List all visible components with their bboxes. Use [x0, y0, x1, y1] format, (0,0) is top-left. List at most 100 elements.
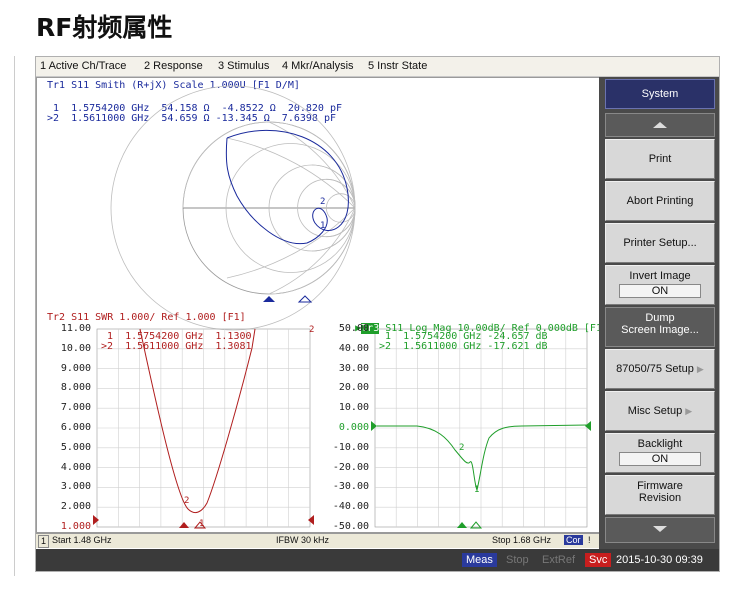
smith-marker-2-readout: >2 1.5611000 GHz 54.659 Ω -13.345 Ω 7.63…	[47, 113, 336, 124]
softkey-std-label: 87050/75 Setup	[616, 363, 694, 375]
analyzer-window: 1 Active Ch/Trace 2 Response 3 Stimulus …	[35, 56, 720, 572]
stop-indicator: Stop	[506, 554, 529, 566]
logmag-marker-2-readout: >2 1.5611000 GHz -17.621 dB	[379, 341, 548, 352]
swr-marker-triangle	[179, 522, 189, 528]
softkey-firmware-revision[interactable]: Firmware Revision	[605, 475, 715, 515]
chevron-right-icon: ▶	[696, 364, 704, 374]
smith-marker-triangle-open	[297, 295, 313, 303]
softkey-backlight-label: Backlight	[637, 438, 683, 450]
warning-flag: !	[588, 535, 591, 545]
instrument-status-bar: Meas Stop ExtRef Svc 2015-10-30 09:39	[36, 549, 719, 571]
swr-marker-2-readout: >2 1.5611000 GHz 1.3081	[101, 341, 252, 352]
swr-trace	[139, 328, 256, 514]
swr-y-tick-label: 8.000	[60, 382, 91, 394]
ifbw-value[interactable]: IFBW 30 kHz	[276, 535, 330, 545]
correction-indicator: Cor	[564, 535, 583, 545]
softkey-std-setup[interactable]: 87050/75 Setup ▶	[605, 349, 715, 389]
swr-marker-2-label: 2	[184, 496, 189, 506]
softkey-firmware-line2: Revision	[638, 492, 682, 504]
menu-response[interactable]: 2 Response	[144, 60, 203, 72]
channel-indicator[interactable]: 1	[38, 535, 50, 548]
softkey-dump-screen-image[interactable]: Dump Screen Image...	[605, 307, 715, 347]
swr-y-tick-label: 3.000	[60, 481, 91, 493]
swr-y-tick-label: 9.000	[60, 362, 91, 374]
smith-marker-1-label: 1	[320, 221, 325, 231]
softkey-misc-setup[interactable]: Misc Setup ▶	[605, 391, 715, 431]
softkey-abort-printing[interactable]: Abort Printing	[605, 181, 715, 221]
invert-image-value: ON	[619, 284, 701, 298]
backlight-value: ON	[619, 452, 701, 466]
menu-bar: 1 Active Ch/Trace 2 Response 3 Stimulus …	[36, 57, 719, 77]
menu-mkr-analysis[interactable]: 4 Mkr/Analysis	[282, 60, 354, 72]
logmag-header: ▶Tr3 S11 Log Mag 10.00dB/ Ref 0.000dB [F…	[355, 323, 608, 334]
softkey-dump-line1: Dump	[645, 312, 675, 324]
logmag-y-tick-label: 0.000	[338, 422, 369, 433]
chevron-up-icon	[653, 122, 667, 128]
smith-marker-2-label: 2	[320, 197, 325, 207]
datetime: 2015-10-30 09:39	[616, 554, 703, 566]
logmag-y-tick-label: -20.00	[332, 461, 369, 473]
stop-frequency[interactable]: Stop 1.68 GHz	[492, 535, 552, 545]
softkey-system[interactable]: System	[605, 79, 715, 109]
svc-indicator: Svc	[585, 553, 612, 567]
page-title: RF射频属性	[36, 13, 173, 42]
logmag-y-tick-label: 20.00	[338, 382, 369, 394]
swr-header: Tr2 S11 SWR 1.000/ Ref 1.000 [F1]	[47, 312, 246, 323]
smith-marker-triangle	[263, 296, 275, 302]
logmag-y-tick-label: -50.00	[332, 521, 369, 532]
swr-ref-arrow	[93, 515, 99, 525]
logmag-ref-arrow	[371, 421, 377, 431]
left-border-line	[14, 56, 15, 576]
softkey-abort-label: Abort Printing	[626, 195, 694, 207]
swr-y-tick-label: 4.000	[60, 461, 91, 473]
smith-marker-1-readout: 1 1.5754200 GHz 54.158 Ω -4.8522 Ω 20.82…	[47, 103, 343, 114]
swr-y-tick-label: 7.000	[60, 402, 91, 414]
menu-stimulus[interactable]: 3 Stimulus	[218, 60, 270, 72]
smith-chart	[110, 85, 356, 331]
softkey-invert-image[interactable]: Invert Image ON	[605, 265, 715, 305]
swr-y-tick-label: 2.000	[60, 501, 91, 513]
logmag-y-tick-label: 50.00	[338, 323, 369, 334]
smith-trace	[225, 129, 349, 245]
extref-indicator: ExtRef	[542, 554, 576, 566]
softkey-dump-line2: Screen Image...	[621, 324, 699, 336]
logmag-trace	[377, 424, 588, 492]
swr-y-tick-label: 6.000	[60, 422, 91, 433]
logmag-y-tick-label: -30.00	[332, 481, 369, 493]
softkey-printer-setup[interactable]: Printer Setup...	[605, 223, 715, 263]
logmag-ref-arrow-right	[585, 421, 591, 431]
swr-ref-arrow-right	[308, 515, 314, 525]
logmag-trace-tag[interactable]: Tr3	[361, 323, 380, 334]
swr-y-tick-label: 5.000	[60, 441, 91, 453]
logmag-marker-2-label: 2	[459, 443, 464, 453]
menu-active-ch-trace[interactable]: 1 Active Ch/Trace	[40, 60, 127, 72]
logmag-y-tick-label: 40.00	[338, 342, 369, 354]
softkey-scroll-up[interactable]	[605, 113, 715, 137]
softkey-print[interactable]: Print	[605, 139, 715, 179]
plot-canvas: 2 1 2 1 2 2 1	[93, 85, 591, 529]
swr-marker-triangle-open	[193, 521, 207, 529]
chevron-right-icon: ▶	[685, 406, 693, 416]
swr-y-tick-label: 1.000	[60, 521, 91, 532]
softkey-print-label: Print	[648, 153, 672, 165]
logmag-y-tick-label: 30.00	[338, 362, 369, 374]
logmag-marker-1-label: 1	[474, 485, 479, 495]
logmag-marker-1-readout: 1 1.5754200 GHz -24.657 dB	[379, 331, 548, 342]
measurement-display[interactable]: Tr1 S11 Smith (R+jX) Scale 1.000U [F1 D/…	[36, 77, 608, 533]
logmag-y-tick-label: -10.00	[332, 441, 369, 453]
logmag-marker-triangle-open	[469, 521, 483, 529]
softkey-scroll-down[interactable]	[605, 517, 715, 543]
swr-marker-1-readout: 1 1.5754200 GHz 1.1300	[101, 331, 252, 342]
logmag-header-text: S11 Log Mag 10.00dB/ Ref 0.000dB [F1]	[379, 323, 608, 334]
softkey-backlight[interactable]: Backlight ON	[605, 433, 715, 473]
softkey-system-label: System	[641, 88, 679, 100]
smith-header: Tr1 S11 Smith (R+jX) Scale 1.000U [F1 D/…	[47, 80, 300, 91]
softkey-misc-label: Misc Setup	[627, 405, 683, 417]
swr-y-tick-label: 11.00	[60, 323, 91, 334]
start-frequency[interactable]: Start 1.48 GHz	[52, 535, 112, 545]
softkey-invert-label: Invert Image	[629, 270, 691, 282]
swr-y-tick-label: 10.00	[60, 342, 91, 354]
meas-indicator: Meas	[462, 553, 497, 567]
menu-instr-state[interactable]: 5 Instr State	[368, 60, 428, 72]
chevron-down-icon	[653, 526, 667, 532]
